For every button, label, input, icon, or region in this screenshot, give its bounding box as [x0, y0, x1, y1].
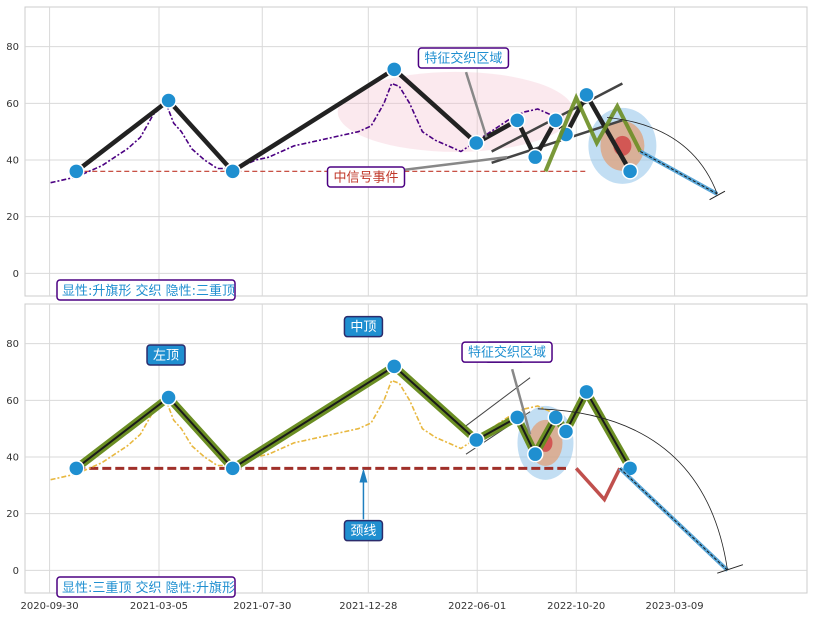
callout-label: 中顶	[350, 320, 376, 335]
target-tick	[717, 564, 744, 574]
x-tick-label: 2022-10-20	[547, 601, 605, 612]
corner-label-text: 显性:升旗形 交织 隐性:三重顶	[62, 283, 235, 299]
x-tick-label: 2021-12-28	[339, 601, 397, 612]
callout-label: 中信号事件	[333, 171, 398, 186]
y-tick-label: 20	[6, 212, 19, 223]
corner-label-text: 显性:三重顶 交织 隐性:升旗形	[62, 580, 235, 596]
pattern-point	[509, 409, 526, 426]
y-tick-label: 0	[13, 269, 19, 280]
pattern-point	[68, 163, 85, 180]
callout-box	[461, 341, 553, 363]
projection-drop	[618, 466, 729, 572]
callout: 中信号事件	[326, 166, 406, 188]
pattern-point	[385, 358, 403, 375]
pattern-point	[526, 148, 544, 166]
target-tick	[709, 190, 726, 201]
callout: 特征交织区域	[417, 47, 510, 69]
y-tick-label: 80	[6, 339, 19, 350]
pattern-point	[547, 409, 564, 426]
y-tick-label: 20	[6, 509, 19, 520]
y-tick-label: 60	[6, 99, 19, 110]
callout: 中顶	[343, 315, 384, 338]
plot-frame-top	[24, 6, 808, 297]
callout-label: 特征交织区域	[424, 51, 502, 67]
annotation-arrow	[391, 155, 508, 173]
marks-layer	[50, 61, 744, 574]
projection-line	[574, 467, 622, 503]
y-tick-label: 40	[6, 156, 19, 167]
pattern-point	[526, 445, 544, 463]
corner-label-box	[56, 576, 236, 598]
callout-label: 颈线	[350, 524, 376, 539]
callout: 左顶	[146, 344, 186, 366]
callout-box	[417, 47, 510, 69]
callout: 特征交织区域	[461, 341, 553, 363]
pattern-point	[224, 460, 241, 477]
callout-box	[326, 166, 406, 188]
projection-drop	[639, 149, 719, 196]
callout-box	[146, 344, 186, 366]
target-arc	[537, 408, 728, 571]
neckline-arrow-head	[359, 468, 368, 483]
pattern-point	[468, 134, 485, 152]
interweave-halo	[337, 71, 574, 152]
callout-box	[343, 519, 384, 542]
callout: 颈线	[343, 519, 384, 542]
flag-channel-upper	[465, 377, 531, 427]
pattern-point	[621, 163, 639, 180]
y-tick-label: 80	[6, 42, 19, 53]
pattern-point	[547, 112, 564, 129]
pattern-point	[468, 431, 485, 449]
pattern-point	[160, 92, 177, 109]
pattern-point	[578, 86, 595, 104]
callout-box	[343, 315, 384, 338]
corner-label: 显性:升旗形 交织 隐性:三重顶	[56, 279, 236, 301]
x-tick-label: 2020-09-30	[21, 601, 79, 612]
corner-label-box	[56, 279, 236, 301]
price-line	[50, 82, 564, 184]
annotation-arrow	[464, 71, 488, 138]
pattern-line-secondary	[543, 92, 643, 173]
annotation-arrow	[510, 368, 532, 435]
y-tick-label: 60	[6, 396, 19, 407]
price-line	[50, 379, 564, 481]
pattern-point	[160, 389, 177, 406]
x-tick-label: 2022-06-01	[448, 601, 506, 612]
callout-label: 左顶	[153, 349, 179, 364]
callout-label: 特征交织区域	[468, 345, 546, 361]
pattern-point	[509, 112, 526, 129]
pattern-point	[578, 383, 595, 401]
pattern-point	[385, 61, 403, 78]
y-tick-label: 0	[13, 566, 19, 577]
plot-frame-bottom	[24, 303, 808, 594]
pattern-point	[68, 460, 85, 477]
pattern-point	[557, 423, 575, 440]
corner-label: 显性:三重顶 交织 隐性:升旗形	[56, 576, 236, 598]
x-tick-label: 2021-07-30	[233, 601, 291, 612]
x-tick-label: 2021-03-05	[130, 601, 188, 612]
x-tick-label: 2023-03-09	[646, 601, 704, 612]
y-tick-label: 40	[6, 453, 19, 464]
pattern-point	[224, 163, 241, 180]
target-arc	[606, 117, 718, 195]
